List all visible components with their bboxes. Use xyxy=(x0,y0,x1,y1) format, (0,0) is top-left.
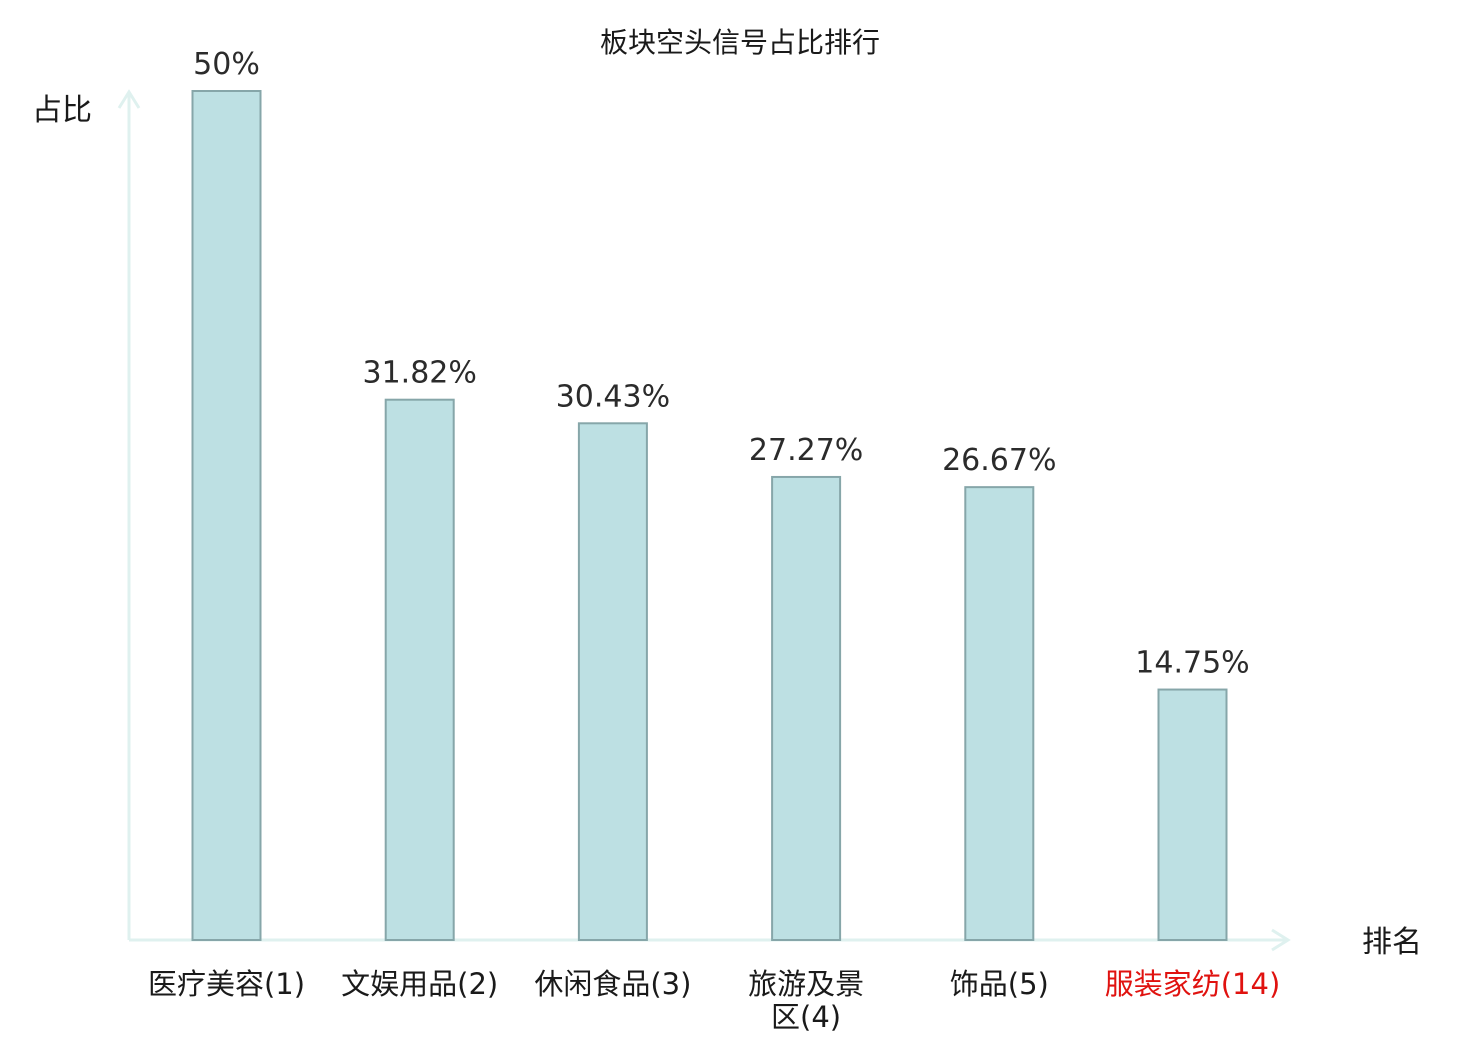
category-label-1: 医疗美容(1) xyxy=(148,967,305,1001)
bar-6 xyxy=(1157,688,1228,941)
category-label-5: 饰品(5) xyxy=(950,967,1049,1001)
value-label-3: 30.43% xyxy=(556,379,670,414)
y-axis-title: 占比 xyxy=(32,93,92,128)
bar-4 xyxy=(771,475,842,941)
bars-group xyxy=(191,90,1228,942)
bar-1 xyxy=(191,90,262,941)
value-label-6: 14.75% xyxy=(1135,646,1249,681)
bar-5 xyxy=(964,486,1035,941)
value-label-5: 26.67% xyxy=(942,443,1056,478)
y-axis xyxy=(117,89,141,940)
category-label-4-line-2: 区(4) xyxy=(771,1000,841,1034)
value-label-1: 50% xyxy=(193,47,260,82)
bar-2 xyxy=(384,398,455,941)
category-label-3: 休闲食品(3) xyxy=(534,967,691,1001)
x-axis xyxy=(129,928,1291,952)
x-axis-title: 排名 xyxy=(1362,925,1422,960)
category-label-4-line-1: 旅游及景 xyxy=(748,967,864,1001)
category-label-2: 文娱用品(2) xyxy=(341,967,498,1001)
bar-3 xyxy=(577,422,648,942)
category-label-6: 服装家纺(14) xyxy=(1105,967,1281,1001)
value-labels-group: 50% 31.82% 30.43% 27.27% 26.67% 14.75% xyxy=(193,47,1250,681)
x-axis-arrow xyxy=(1271,928,1291,952)
chart-title: 板块空头信号占比排行 xyxy=(600,26,880,59)
value-label-2: 31.82% xyxy=(363,356,477,391)
y-axis-arrow xyxy=(117,89,141,109)
value-label-4: 27.27% xyxy=(749,433,863,468)
